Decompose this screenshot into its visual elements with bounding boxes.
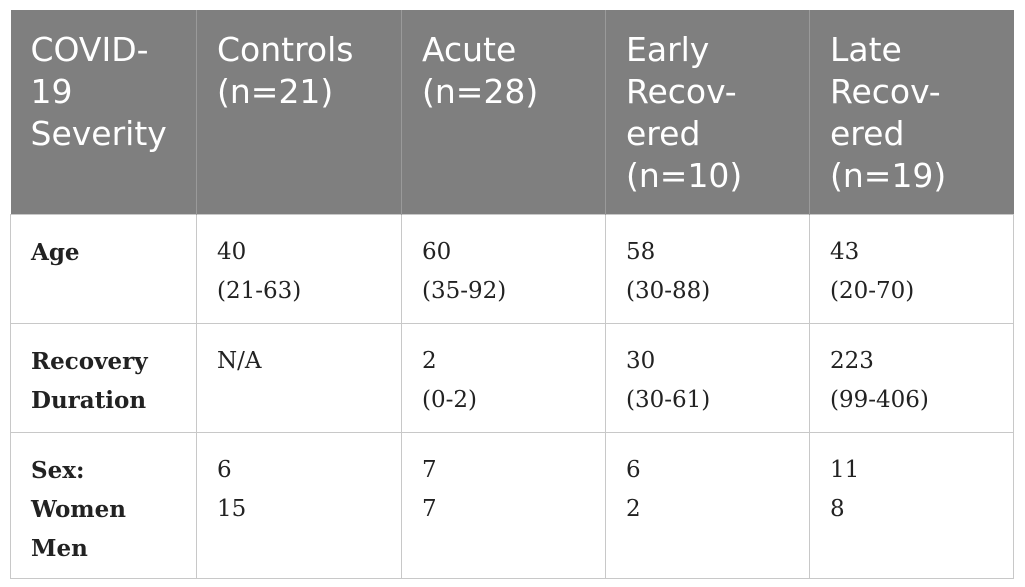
- cell-women: 7: [422, 457, 437, 483]
- header-text: ered: [626, 114, 701, 153]
- cell-sex-early-recovered: 6 2: [605, 432, 810, 579]
- row-label-age: Age: [10, 214, 197, 324]
- cell-value: N/A: [217, 348, 262, 374]
- cell-age-late-recovered: 43 (20-70): [809, 214, 1014, 324]
- cell-value: 40: [217, 239, 247, 265]
- header-controls: Controls (n=21): [196, 10, 402, 215]
- cell-recovery-acute: 2 (0-2): [401, 323, 606, 433]
- row-label-text: Women: [31, 496, 126, 523]
- cell-recovery-early-recovered: 30 (30-61): [605, 323, 810, 433]
- header-late-recovered: Late Recov- ered (n=19): [809, 10, 1014, 215]
- header-text: Recov-: [830, 72, 941, 111]
- header-acute: Acute (n=28): [401, 10, 606, 215]
- cell-women: 6: [217, 457, 232, 483]
- cell-men: 8: [830, 496, 845, 522]
- row-label-text: Recovery: [31, 348, 148, 375]
- cell-range: (30-61): [626, 387, 711, 413]
- covid-severity-table: COVID- 19 Severity Controls (n=21) Acute…: [10, 10, 1014, 579]
- cell-range: (0-2): [422, 387, 477, 413]
- cell-range: (30-88): [626, 278, 711, 304]
- row-label-text: Sex:: [31, 457, 85, 484]
- cell-age-early-recovered: 58 (30-88): [605, 214, 810, 324]
- cell-value: 2: [422, 348, 437, 374]
- cell-recovery-late-recovered: 223 (99-406): [809, 323, 1014, 433]
- cell-age-acute: 60 (35-92): [401, 214, 606, 324]
- header-text: (n=10): [626, 156, 743, 195]
- table-body: Age 40 (21-63) 60 (35-92) 58 (30-88) 43 …: [10, 214, 1014, 579]
- header-covid-severity: COVID- 19 Severity: [10, 10, 197, 215]
- header-text: COVID-: [30, 30, 149, 69]
- cell-women: 11: [830, 457, 860, 483]
- table-row-age: Age 40 (21-63) 60 (35-92) 58 (30-88) 43 …: [10, 214, 1014, 324]
- row-label-text: Age: [31, 239, 80, 266]
- header-text: Early: [626, 30, 710, 69]
- cell-sex-controls: 6 15: [196, 432, 402, 579]
- header-text: (n=28): [422, 72, 539, 111]
- cell-value: 43: [830, 239, 860, 265]
- row-label-text: Men: [31, 535, 88, 562]
- cell-men: 2: [626, 496, 641, 522]
- header-text: Late: [830, 30, 902, 69]
- cell-sex-acute: 7 7: [401, 432, 606, 579]
- cell-men: 15: [217, 496, 247, 522]
- cell-value: 30: [626, 348, 656, 374]
- header-text: 19: [30, 72, 73, 111]
- cell-range: (20-70): [830, 278, 915, 304]
- cell-women: 6: [626, 457, 641, 483]
- table-row-sex: Sex: Women Men 6 15 7 7 6 2 11: [10, 432, 1014, 579]
- header-text: Severity: [30, 114, 167, 153]
- cell-range: (99-406): [830, 387, 929, 413]
- cell-sex-late-recovered: 11 8: [809, 432, 1014, 579]
- header-text: (n=19): [830, 156, 947, 195]
- cell-range: (21-63): [217, 278, 302, 304]
- header-row: COVID- 19 Severity Controls (n=21) Acute…: [10, 10, 1014, 215]
- cell-value: 223: [830, 348, 874, 374]
- row-label-sex: Sex: Women Men: [10, 432, 197, 579]
- header-text: Acute: [422, 30, 517, 69]
- cell-men: 7: [422, 496, 437, 522]
- header-text: ered: [830, 114, 905, 153]
- cell-value: 60: [422, 239, 452, 265]
- cell-age-controls: 40 (21-63): [196, 214, 402, 324]
- row-label-recovery-duration: Recovery Duration: [10, 323, 197, 433]
- header-text: (n=21): [217, 72, 334, 111]
- header-text: Recov-: [626, 72, 737, 111]
- cell-range: (35-92): [422, 278, 507, 304]
- table-header: COVID- 19 Severity Controls (n=21) Acute…: [10, 10, 1014, 215]
- cell-value: 58: [626, 239, 656, 265]
- data-table-container: COVID- 19 Severity Controls (n=21) Acute…: [10, 10, 1014, 579]
- row-label-text: Duration: [31, 387, 147, 414]
- header-early-recovered: Early Recov- ered (n=10): [605, 10, 810, 215]
- table-row-recovery-duration: Recovery Duration N/A 2 (0-2) 30 (30-61)…: [10, 323, 1014, 433]
- header-text: Controls: [217, 30, 354, 69]
- cell-recovery-controls: N/A: [196, 323, 402, 433]
